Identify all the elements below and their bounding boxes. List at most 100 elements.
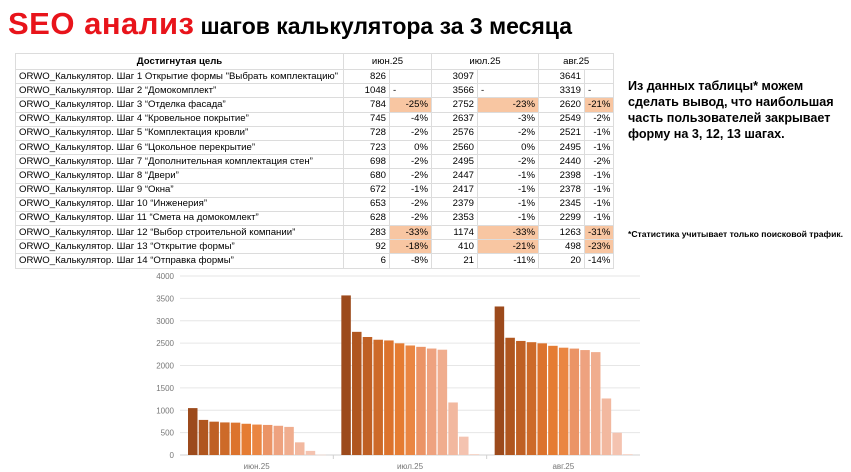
- jun-value: 698: [343, 154, 390, 170]
- bar: [459, 436, 469, 455]
- table-row: ORWO_Калькулятор. Шаг 13 “Открытие формы…: [15, 239, 615, 255]
- bar: [252, 424, 262, 455]
- footnote-text: *Статистика учитывает только поисковой т…: [628, 229, 844, 239]
- jun-value: 680: [343, 168, 390, 184]
- jul-value: 410: [431, 239, 478, 255]
- aug-change: -: [583, 83, 615, 99]
- bar: [341, 295, 351, 455]
- table-row: ORWO_Калькулятор. Шаг 3 “Отделка фасада”…: [15, 97, 615, 113]
- aug-change: -31%: [583, 225, 615, 241]
- aug-change: -1%: [583, 210, 615, 227]
- table-header: Достигнутая цель июн.25 июл.25 авг.25: [15, 53, 615, 70]
- y-tick-label: 500: [161, 429, 175, 438]
- step-label: ORWO_Калькулятор. Шаг 11 “Смета на домок…: [15, 210, 344, 227]
- step-label: ORWO_Калькулятор. Шаг 10 “Инженерия”: [15, 196, 344, 212]
- jun-value: 784: [343, 97, 390, 113]
- bar: [526, 342, 537, 455]
- header-aug: авг.25: [537, 53, 615, 70]
- jul-value: 2447: [431, 168, 478, 184]
- aug-change: -2%: [583, 111, 615, 127]
- aug-change: -14%: [583, 253, 615, 269]
- page-title: SEO анализ шагов калькулятора за 3 месяца: [8, 6, 572, 42]
- x-category-label: авг.25: [552, 462, 574, 471]
- jul-value: 2353: [431, 210, 478, 227]
- bar: [352, 331, 362, 455]
- step-label: ORWO_Калькулятор. Шаг 4 “Кровельное покр…: [15, 111, 344, 127]
- bar: [373, 339, 383, 455]
- bar: [295, 442, 305, 455]
- aug-value: 20: [538, 253, 585, 269]
- jul-change: -1%: [477, 210, 539, 227]
- jun-value: 92: [343, 239, 390, 255]
- jun-change: -2%: [389, 125, 432, 141]
- jun-change: -2%: [389, 210, 432, 227]
- jul-change: -33%: [477, 225, 539, 241]
- aug-value: 2398: [538, 168, 585, 184]
- aug-change: -1%: [583, 139, 615, 156]
- y-tick-label: 2500: [156, 339, 174, 348]
- bar: [416, 346, 426, 455]
- bar: [188, 408, 198, 455]
- aug-value: 2620: [538, 97, 585, 113]
- y-tick-label: 1500: [156, 384, 174, 393]
- jul-value: 1174: [431, 225, 478, 241]
- jun-change: 0%: [389, 139, 432, 156]
- step-label: ORWO_Калькулятор. Шаг 1 Открытие формы "…: [15, 68, 344, 85]
- y-tick-label: 2000: [156, 362, 174, 371]
- table-row: ORWO_Калькулятор. Шаг 9 “Окна” 672 -1% 2417…: [15, 182, 615, 198]
- y-tick-label: 1000: [156, 406, 174, 415]
- aug-value: 2345: [538, 196, 585, 212]
- table-row: ORWO_Калькулятор. Шаг 8 “Двери” 680 -2% 244…: [15, 168, 615, 184]
- steps-bar-chart: 0 500 1000 1500 2000 2500 3000 3500 4000 июн.25 ию…: [156, 272, 640, 471]
- step-label: ORWO_Калькулятор. Шаг 9 “Окна”: [15, 182, 344, 198]
- bar: [580, 350, 590, 455]
- bar: [230, 422, 241, 455]
- step-label: ORWO_Калькулятор. Шаг 13 “Открытие формы…: [15, 239, 344, 255]
- jun-change: -1%: [389, 182, 432, 198]
- jun-value: 283: [343, 225, 390, 241]
- jun-change: -4%: [389, 111, 432, 127]
- table-row: ORWO_Калькулятор. Шаг 14 “Отправка формы…: [15, 253, 615, 269]
- bar: [537, 343, 547, 455]
- bar: [198, 419, 209, 455]
- jun-change: -: [389, 83, 432, 99]
- aug-change: -1%: [583, 196, 615, 212]
- jun-value: 653: [343, 196, 390, 212]
- jul-value: 3566: [431, 83, 478, 99]
- bar: [601, 398, 612, 455]
- table-row: ORWO_Калькулятор. Шаг 5 “Комплектация кр…: [15, 125, 615, 141]
- jul-value: 3097: [431, 68, 478, 85]
- jun-value: 826: [343, 68, 390, 85]
- bar: [305, 450, 316, 455]
- bar: [623, 454, 633, 455]
- jul-value: 2752: [431, 97, 478, 113]
- aug-change: -2%: [583, 154, 615, 170]
- step-label: ORWO_Калькулятор. Шаг 3 “Отделка фасада”: [15, 97, 344, 113]
- jun-value: 723: [343, 139, 390, 156]
- aug-value: 2440: [538, 154, 585, 170]
- step-label: ORWO_Калькулятор. Шаг 5 “Комплектация кр…: [15, 125, 344, 141]
- jun-change: -25%: [389, 97, 432, 113]
- bar: [241, 423, 251, 455]
- aug-value: 2495: [538, 139, 585, 156]
- header-jun: июн.25: [343, 53, 432, 70]
- bar: [394, 343, 405, 455]
- jul-change: [477, 68, 539, 85]
- aug-change: -1%: [583, 125, 615, 141]
- bar: [505, 337, 515, 455]
- bar: [273, 425, 284, 455]
- y-tick-label: 3500: [156, 294, 174, 303]
- step-label: ORWO_Калькулятор. Шаг 2 “Домокомплект”: [15, 83, 344, 99]
- jun-change: -18%: [389, 239, 432, 255]
- aug-value: 2521: [538, 125, 585, 141]
- table-row: ORWO_Калькулятор. Шаг 1 Открытие формы "…: [15, 68, 615, 85]
- jun-value: 628: [343, 210, 390, 227]
- jul-change: -: [477, 83, 539, 99]
- jun-value: 6: [343, 253, 390, 269]
- y-tick-label: 4000: [156, 272, 174, 281]
- table-row: ORWO_Калькулятор. Шаг 6 “Цокольное перек…: [15, 139, 615, 156]
- aug-value: 2549: [538, 111, 585, 127]
- bar: [426, 348, 437, 455]
- bar: [469, 454, 480, 455]
- y-tick-label: 3000: [156, 317, 174, 326]
